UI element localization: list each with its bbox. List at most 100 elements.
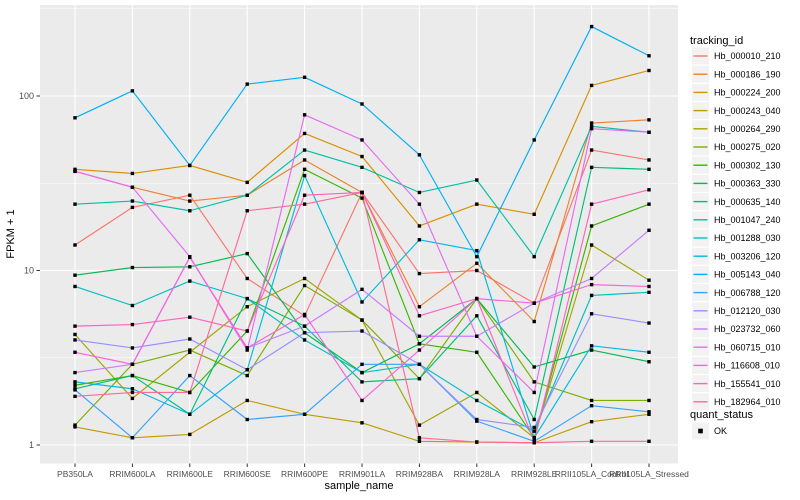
- data-point: [245, 180, 249, 185]
- data-point: [73, 284, 77, 289]
- data-point: [475, 350, 479, 354]
- legend-label: Hb_001047_240: [714, 215, 781, 225]
- data-point: [188, 337, 192, 341]
- data-point: [73, 425, 77, 429]
- data-point: [360, 398, 364, 403]
- data-point: [532, 380, 536, 384]
- legend-item: Hb_006788_120: [692, 284, 781, 302]
- data-point: [188, 209, 192, 213]
- data-point: [130, 205, 135, 210]
- legend-label: Hb_060715_010: [714, 342, 781, 352]
- data-point: [302, 167, 307, 172]
- data-point: [360, 370, 364, 375]
- data-point: [647, 167, 651, 172]
- data-point: [360, 318, 364, 322]
- data-point: [589, 121, 594, 125]
- data-point: [532, 390, 536, 395]
- data-point: [130, 362, 135, 367]
- data-point: [532, 429, 536, 433]
- data-point: [302, 324, 307, 328]
- data-point: [188, 199, 192, 203]
- data-point: [302, 158, 307, 162]
- data-point: [245, 373, 249, 378]
- data-point: [73, 394, 77, 399]
- data-point: [647, 398, 651, 403]
- y-tick-label: 1: [29, 440, 34, 450]
- data-point: [475, 390, 479, 395]
- data-point: [188, 265, 192, 269]
- data-point: [417, 314, 422, 318]
- ok-square-marker: [698, 428, 703, 434]
- data-point: [188, 412, 192, 416]
- data-point: [360, 165, 364, 170]
- data-point: [647, 68, 651, 73]
- legend-label: Hb_000275_020: [714, 142, 781, 152]
- data-point: [130, 387, 135, 391]
- data-point: [302, 276, 307, 281]
- data-point: [589, 224, 594, 228]
- legend-item: Hb_182964_010: [692, 393, 781, 411]
- data-point: [532, 365, 536, 369]
- data-point: [302, 338, 307, 342]
- data-point: [417, 153, 422, 157]
- data-point: [475, 314, 479, 318]
- data-point: [188, 193, 192, 197]
- data-point: [73, 116, 77, 120]
- data-point: [130, 185, 135, 189]
- data-point: [130, 436, 135, 440]
- data-point: [532, 138, 536, 142]
- data-point: [647, 321, 651, 325]
- data-point: [647, 158, 651, 162]
- x-tick-label: RRII105LA_Control: [555, 469, 629, 479]
- data-point: [417, 190, 422, 195]
- data-point: [532, 212, 536, 216]
- data-point: [589, 276, 594, 281]
- data-point: [360, 300, 364, 304]
- x-axis-title: sample_name: [324, 480, 393, 492]
- legend-item: Hb_001288_030: [692, 229, 781, 247]
- legend-item: Hb_003206_120: [692, 247, 781, 265]
- data-point: [360, 102, 364, 106]
- data-point: [130, 89, 135, 93]
- data-point: [647, 360, 651, 364]
- data-point: [73, 350, 77, 354]
- data-point: [589, 243, 594, 247]
- data-point: [417, 238, 422, 242]
- legend-label: Hb_000224_200: [714, 88, 781, 98]
- data-point: [417, 224, 422, 228]
- x-tick-label: RRIM600LA: [109, 469, 156, 479]
- data-point: [188, 255, 192, 260]
- data-point: [417, 362, 422, 367]
- data-point: [647, 284, 651, 289]
- data-point: [73, 202, 77, 206]
- data-point: [532, 301, 536, 305]
- data-point: [589, 344, 594, 348]
- legend-label: Hb_000363_330: [714, 179, 781, 189]
- data-point: [589, 126, 594, 131]
- x-tick-label: RRIM928BA: [396, 469, 444, 479]
- legend-item: Hb_000635_140: [692, 193, 781, 211]
- data-point: [647, 118, 651, 122]
- data-point: [302, 283, 307, 288]
- legend-item: Hb_000264_290: [692, 120, 781, 138]
- x-tick-label: RRIM600SE: [224, 469, 272, 479]
- x-tick-label: RRIM928LE: [511, 469, 558, 479]
- data-point: [417, 305, 422, 309]
- data-point: [475, 334, 479, 338]
- data-point: [302, 131, 307, 136]
- data-point: [188, 350, 192, 354]
- data-point: [130, 396, 135, 401]
- data-point: [73, 167, 77, 172]
- data-point: [188, 163, 192, 168]
- legend-label: Hb_000186_190: [714, 69, 781, 79]
- data-point: [360, 329, 364, 333]
- data-point: [475, 417, 479, 422]
- data-point: [417, 376, 422, 381]
- data-point: [302, 202, 307, 206]
- data-point: [589, 83, 594, 88]
- data-point: [589, 148, 594, 152]
- data-point: [589, 124, 594, 129]
- data-point: [475, 261, 479, 265]
- data-point: [188, 348, 192, 352]
- data-point: [417, 334, 422, 338]
